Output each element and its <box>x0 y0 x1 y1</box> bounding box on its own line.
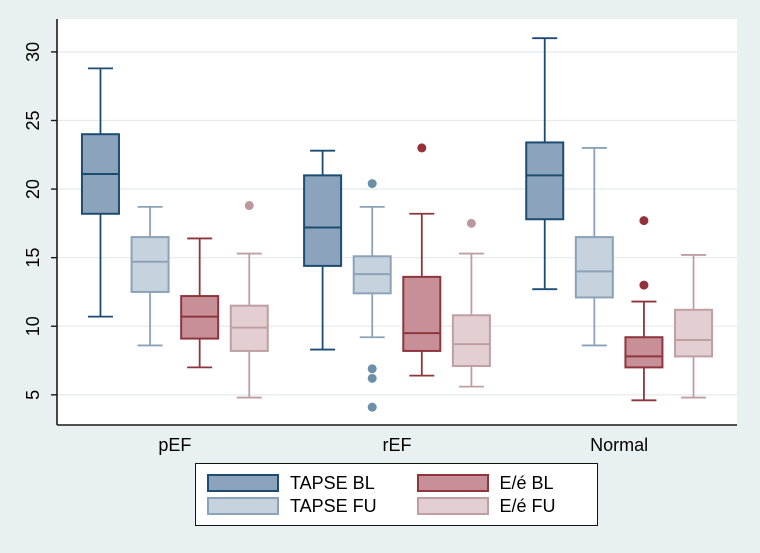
legend-swatch-tapse-fu <box>207 497 279 515</box>
legend-label-ee-fu: E/é FU <box>499 496 556 516</box>
box-ref-e-fu <box>451 218 491 388</box>
outlier-point <box>639 216 649 226</box>
x-axis-label-ref: rEF <box>383 435 412 455</box>
box-pef-tapse-fu <box>130 206 170 347</box>
y-tick-label-10: 10 <box>23 316 43 336</box>
y-tick-label-25: 25 <box>23 110 43 130</box>
box-ref-e-bl <box>402 143 442 377</box>
iqr-box <box>451 314 491 368</box>
y-tick-label-15: 15 <box>23 248 43 268</box>
legend-item-ee-fu: E/é FU <box>397 497 598 515</box>
legend-label-tapse-fu: TAPSE FU <box>290 496 377 516</box>
iqr-box <box>525 141 565 221</box>
box-normal-e-fu <box>674 254 714 399</box>
box-pef-tapse-bl <box>80 67 120 318</box>
legend-label-ee-bl: E/é BL <box>499 473 554 493</box>
box-pef-e-bl <box>180 237 220 369</box>
outlier-point <box>466 218 476 228</box>
x-axis-label-pef: pEF <box>158 435 191 455</box>
x-axis-label-normal: Normal <box>590 435 648 455</box>
box-ref-tapse-bl <box>303 149 343 351</box>
iqr-box <box>624 336 664 369</box>
outlier-point <box>417 143 427 153</box>
iqr-box <box>402 275 442 352</box>
plot-area <box>57 19 737 425</box>
legend-item-ee-bl: E/é BL <box>397 474 598 492</box>
outlier-point <box>367 402 377 412</box>
y-tick-label-30: 30 <box>23 42 43 62</box>
legend-swatch-tapse-bl <box>207 474 279 492</box>
outlier-point <box>367 364 377 374</box>
outlier-point <box>244 201 254 211</box>
iqr-box <box>130 236 170 293</box>
y-tick-label-5: 5 <box>23 390 43 400</box>
iqr-box <box>674 308 714 358</box>
legend-item-tapse-bl: TAPSE BL <box>196 474 397 492</box>
outlier-point <box>367 373 377 383</box>
legend-item-tapse-fu: TAPSE FU <box>196 497 397 515</box>
box-normal-tapse-bl <box>525 37 565 291</box>
y-tick-label-20: 20 <box>23 179 43 199</box>
box-normal-e-bl <box>624 216 664 402</box>
legend-swatch-ee-fu <box>416 497 489 515</box>
legend-swatch-ee-bl <box>416 474 489 492</box>
box-normal-tapse-fu <box>574 147 614 347</box>
iqr-box <box>303 174 343 267</box>
box-pef-e-fu <box>229 201 269 399</box>
outlier-point <box>367 179 377 189</box>
iqr-box <box>574 236 614 299</box>
legend: TAPSE BL E/é BL TAPSE FU E/é FU <box>195 463 598 526</box>
outlier-point <box>639 280 649 290</box>
legend-label-tapse-bl: TAPSE BL <box>290 473 375 493</box>
box-ref-tapse-fu <box>352 179 392 412</box>
